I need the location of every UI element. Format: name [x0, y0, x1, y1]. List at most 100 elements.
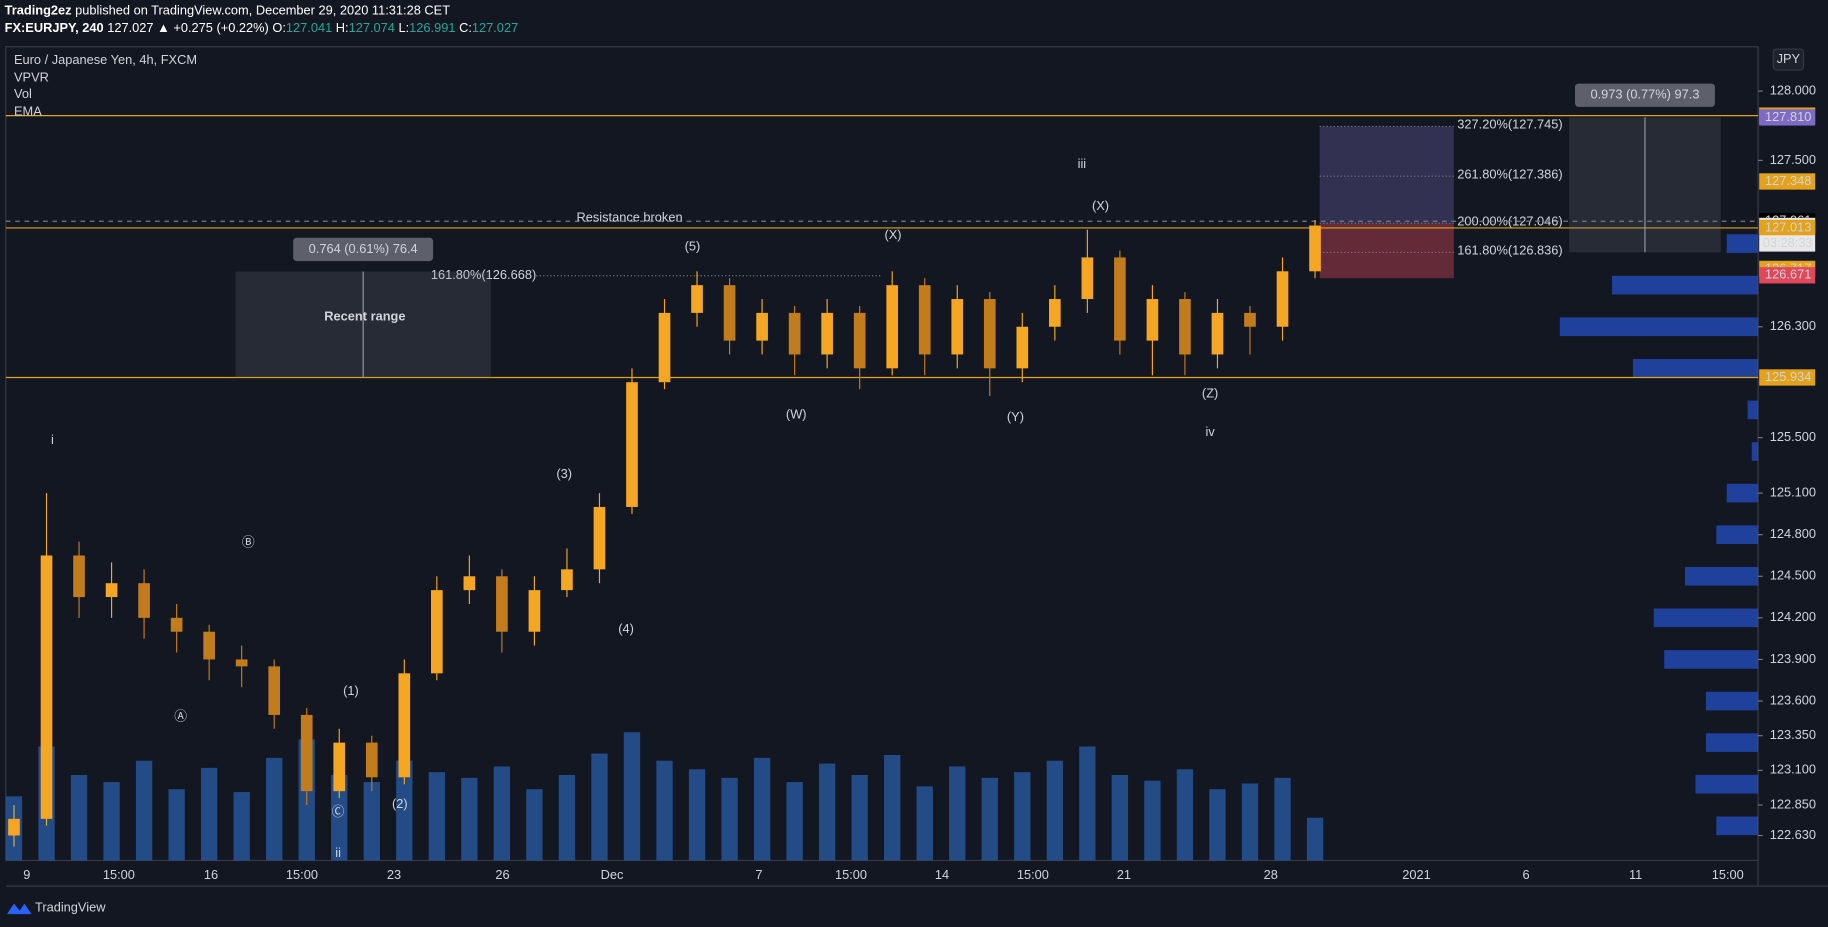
- volume-bar: [981, 777, 998, 861]
- h-value: 127.074: [349, 21, 395, 36]
- header-line-1: Trading2ez published on TradingView.com,…: [5, 3, 451, 18]
- y-tick-label: 124.800: [1770, 526, 1816, 541]
- y-tick-label: 122.630: [1770, 827, 1816, 842]
- profile-bar: [1747, 400, 1759, 420]
- y-tick-label: 123.900: [1770, 651, 1816, 666]
- profile-bar: [1632, 359, 1759, 378]
- volume-bar: [818, 763, 836, 861]
- volume-bar: [721, 777, 738, 861]
- x-tick-label: 15:00: [103, 867, 135, 882]
- candle-body: [561, 569, 573, 591]
- candle-body: [203, 631, 215, 660]
- candle-body: [983, 299, 996, 369]
- timer: 03:28:33: [1763, 235, 1813, 250]
- footer: TradingView: [35, 900, 106, 915]
- volume-bar: [1176, 769, 1194, 861]
- volume-bar: [428, 772, 445, 861]
- y-tick-label: 126.300: [1770, 318, 1816, 333]
- wave-label: Ⓑ: [242, 535, 255, 550]
- volume-bar: [493, 766, 511, 861]
- wave-label: (4): [618, 621, 634, 636]
- price-tag-label: 126.671: [1765, 267, 1811, 282]
- y-tick-label: 124.500: [1770, 568, 1816, 583]
- x-tick-label: 15:00: [286, 867, 318, 882]
- volume-bar: [266, 757, 283, 861]
- header-line-2: FX:EURJPY, 240 127.027 ▲ +0.275 (+0.22%)…: [5, 21, 519, 36]
- candle-body: [1244, 312, 1256, 327]
- x-tick-label: 23: [387, 867, 401, 882]
- volume-bar: [168, 789, 185, 861]
- fib-target-zone: [1319, 126, 1454, 224]
- candle-body: [788, 312, 801, 355]
- x-tick-label: 14: [935, 867, 949, 882]
- candle-body: [593, 506, 606, 570]
- fib-label: 261.80%(127.386): [1457, 166, 1562, 181]
- logo: [6, 903, 32, 915]
- volume-bar: [623, 732, 641, 861]
- legend-item: EMA: [14, 103, 42, 118]
- wave-label: iii: [1078, 156, 1087, 171]
- candle-body: [235, 659, 248, 667]
- profile-bar: [1705, 691, 1759, 711]
- currency: JPY: [1777, 51, 1801, 66]
- volume-bar: [461, 777, 478, 861]
- candle-body: [756, 312, 768, 341]
- profile-bar: [1685, 566, 1759, 586]
- candle-body: [8, 818, 20, 836]
- price-tag: [1759, 369, 1816, 386]
- y-tick-label: 122.850: [1770, 796, 1816, 811]
- timer-bg: [1759, 235, 1816, 252]
- volume-bar: [1014, 772, 1031, 861]
- wave-label: Ⓒ: [332, 804, 345, 819]
- x-tick-label: 28: [1264, 867, 1278, 882]
- price-tag-label: 127.810: [1765, 109, 1811, 124]
- candle-body: [138, 583, 150, 618]
- volume-bar: [1209, 789, 1226, 861]
- profile-bar: [1695, 774, 1759, 794]
- price-tag: [1759, 219, 1816, 237]
- profile-bar: [1716, 816, 1759, 836]
- price-tag: [1759, 109, 1816, 126]
- measure-label: 0.764 (0.61%) 76.4: [309, 241, 418, 256]
- wave-label: (5): [685, 239, 701, 254]
- candle-body: [300, 714, 313, 792]
- profile-bar: [1716, 525, 1759, 545]
- fib-label: 327.20%(127.745): [1457, 117, 1562, 132]
- candle-body: [658, 312, 671, 383]
- volume-bar: [1111, 774, 1129, 861]
- x-tick-label: 16: [204, 867, 218, 882]
- x-tick-label: 2021: [1402, 867, 1431, 882]
- volume-bar: [851, 774, 868, 861]
- wave-label: ii: [335, 845, 341, 860]
- volume-bar: [656, 760, 673, 861]
- candle-body: [853, 312, 866, 369]
- volume-bar: [363, 782, 380, 861]
- profile-bar: [1726, 483, 1759, 503]
- candle-body: [691, 285, 703, 313]
- candle-body: [1276, 271, 1289, 327]
- candle-body: [821, 312, 833, 355]
- measure-label: 0.973 (0.77%) 97.3: [1590, 87, 1699, 102]
- volume-bar: [786, 782, 803, 861]
- volume-bar: [753, 757, 771, 861]
- candle-body: [1016, 326, 1029, 369]
- candle-body: [1081, 257, 1094, 300]
- candle-body: [398, 673, 411, 778]
- candle-body: [1146, 299, 1159, 341]
- last: 127.027: [107, 21, 153, 36]
- profile-bar: [1751, 442, 1759, 461]
- profile-bar: [1612, 275, 1759, 295]
- volume-bar: [591, 753, 608, 861]
- candle-body: [626, 382, 638, 507]
- o-label: O:: [272, 21, 286, 36]
- profile-bar: [1559, 317, 1759, 337]
- candle-body: [1309, 225, 1321, 272]
- x-tick-label: 11: [1629, 867, 1642, 882]
- publisher: Trading2ez: [5, 3, 72, 18]
- x-tick-label: 6: [1522, 867, 1529, 882]
- measure-label-bg: [1575, 83, 1715, 107]
- candle-body: [1211, 312, 1224, 355]
- currency-button[interactable]: [1772, 48, 1805, 71]
- candle-body: [886, 285, 899, 369]
